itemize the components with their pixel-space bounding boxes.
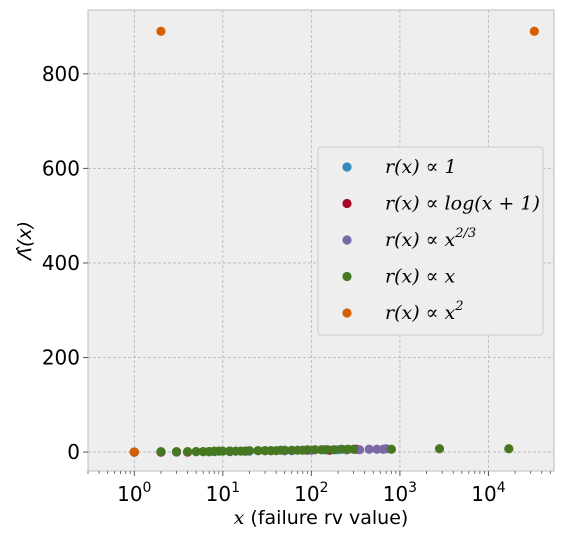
y-tick-label: 0 [67, 440, 80, 464]
data-point [504, 444, 514, 454]
legend-box [317, 146, 544, 336]
x-axis-label: x (failure rv value) [234, 507, 409, 529]
data-point [322, 445, 332, 455]
data-point [349, 444, 359, 454]
axis-ticks [83, 73, 551, 476]
data-point [310, 445, 320, 455]
legend-marker [342, 308, 352, 318]
data-point [183, 447, 193, 457]
legend-label: r(x) ∝ x2/3 [385, 226, 476, 251]
plot-frame [87, 9, 555, 472]
legend-marker [342, 198, 352, 209]
y-tick-label: 800 [42, 62, 80, 86]
x-tick-label: 104 [471, 480, 505, 506]
data-point [156, 447, 166, 457]
legend-label: r(x) ∝ log(x + 1) [385, 193, 540, 215]
data-point [337, 444, 347, 454]
legend: r(x) ∝ 1 r(x) ∝ log(x + 1) r(x) ∝ x2/3 r(x)… [317, 146, 544, 336]
y-tick-label: 600 [42, 156, 80, 180]
data-point [302, 445, 312, 455]
data-point [386, 444, 396, 454]
data-point [434, 444, 445, 454]
data-point [191, 447, 201, 457]
axis-labels: 100 101 102 103 104 0 200 400 600 800 x (failure r… [14, 62, 506, 529]
data-point [280, 445, 290, 455]
data-point [364, 444, 374, 454]
legend-marker [342, 235, 352, 245]
data-point [372, 444, 382, 454]
legend-marker [342, 271, 352, 282]
x-tick-label: 102 [294, 480, 328, 506]
data-point [156, 26, 166, 36]
data-point [244, 446, 255, 456]
legend-label: r(x) ∝ x [385, 266, 456, 288]
data-point [129, 447, 139, 457]
data-point [253, 446, 263, 456]
y-tick-label: 400 [42, 251, 80, 275]
x-tick-label: 100 [117, 480, 151, 506]
y-tick-label: 200 [42, 346, 80, 370]
y-axis-label: Λ̂(x) [14, 221, 36, 262]
data-points [129, 26, 539, 457]
x-tick-label: 103 [383, 480, 417, 506]
data-point [218, 446, 228, 456]
x-tick-label: 101 [206, 480, 240, 506]
legend-label: r(x) ∝ 1 [385, 156, 457, 178]
legend-label: r(x) ∝ x2 [385, 299, 464, 324]
data-point [329, 445, 339, 455]
legend-marker [342, 162, 352, 172]
data-point [171, 447, 182, 457]
data-point [529, 26, 539, 36]
